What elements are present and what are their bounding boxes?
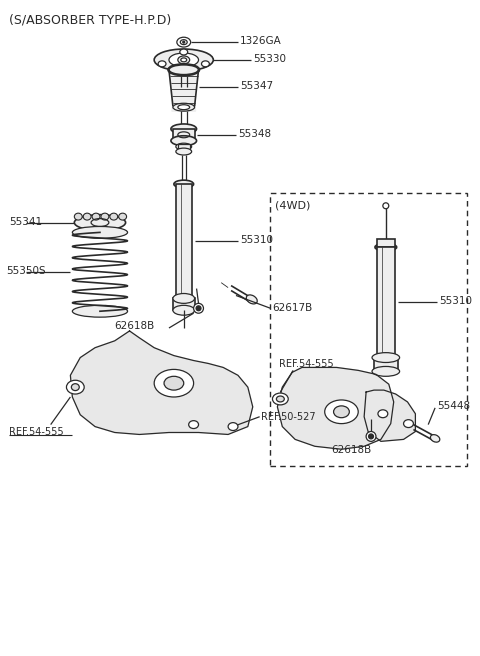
Bar [173, 298, 194, 310]
Bar [173, 129, 194, 141]
Ellipse shape [228, 422, 238, 430]
Ellipse shape [176, 143, 192, 150]
Bar [178, 144, 190, 152]
Polygon shape [169, 70, 199, 111]
Ellipse shape [273, 393, 288, 405]
Ellipse shape [176, 148, 192, 155]
Text: 55330: 55330 [253, 54, 286, 64]
Ellipse shape [334, 406, 349, 418]
Ellipse shape [83, 213, 91, 220]
Ellipse shape [164, 377, 184, 390]
Text: REF.50-527: REF.50-527 [261, 412, 315, 422]
Polygon shape [71, 331, 253, 434]
Ellipse shape [74, 215, 126, 230]
Ellipse shape [171, 124, 197, 134]
Text: 55310: 55310 [240, 236, 273, 245]
Text: 55310: 55310 [439, 297, 472, 306]
Ellipse shape [154, 49, 213, 71]
Text: 55348: 55348 [238, 129, 271, 139]
Ellipse shape [171, 136, 197, 146]
Bar [176, 184, 192, 298]
Ellipse shape [180, 49, 188, 55]
Ellipse shape [193, 303, 204, 313]
Text: REF.54-555: REF.54-555 [9, 428, 64, 438]
Ellipse shape [176, 66, 192, 73]
Ellipse shape [72, 226, 128, 238]
Text: 55341: 55341 [9, 216, 42, 226]
Ellipse shape [246, 295, 257, 304]
Ellipse shape [119, 213, 127, 220]
Ellipse shape [372, 367, 400, 377]
Ellipse shape [375, 243, 396, 251]
Ellipse shape [183, 41, 185, 43]
Ellipse shape [178, 56, 190, 64]
Ellipse shape [404, 420, 413, 428]
Ellipse shape [372, 353, 400, 363]
Bar [269, 193, 467, 466]
Ellipse shape [169, 65, 199, 75]
Ellipse shape [180, 39, 187, 45]
Text: 62618B: 62618B [115, 321, 155, 331]
Ellipse shape [110, 213, 118, 220]
Ellipse shape [383, 203, 389, 209]
Ellipse shape [169, 53, 199, 67]
Text: 55347: 55347 [240, 81, 273, 91]
Ellipse shape [177, 37, 191, 47]
Polygon shape [364, 390, 415, 441]
Ellipse shape [101, 213, 109, 220]
Text: 62618B: 62618B [331, 445, 372, 455]
Text: 1326GA: 1326GA [240, 36, 282, 46]
Text: 55350S: 55350S [6, 266, 46, 276]
Ellipse shape [369, 434, 373, 439]
Text: (4WD): (4WD) [276, 201, 311, 211]
Ellipse shape [92, 213, 100, 220]
Ellipse shape [276, 396, 284, 402]
Ellipse shape [196, 306, 201, 311]
Text: 62617B: 62617B [273, 303, 312, 314]
Bar [377, 247, 395, 358]
Ellipse shape [168, 64, 200, 75]
Ellipse shape [173, 293, 194, 303]
Text: 55448: 55448 [437, 401, 470, 411]
Bar [374, 358, 397, 371]
Ellipse shape [366, 432, 376, 441]
Ellipse shape [178, 105, 190, 110]
Ellipse shape [72, 384, 79, 390]
Ellipse shape [173, 103, 194, 111]
Ellipse shape [174, 180, 193, 188]
Bar [377, 239, 395, 247]
Ellipse shape [66, 380, 84, 394]
Text: REF.54-555: REF.54-555 [279, 359, 334, 369]
Ellipse shape [431, 435, 440, 442]
Ellipse shape [181, 58, 187, 62]
Ellipse shape [158, 61, 166, 67]
Text: (S/ABSORBER TYPE-H.P.D): (S/ABSORBER TYPE-H.P.D) [9, 14, 171, 26]
Ellipse shape [202, 61, 209, 67]
Ellipse shape [72, 305, 128, 317]
Ellipse shape [74, 213, 82, 220]
Ellipse shape [154, 369, 193, 397]
Polygon shape [277, 367, 394, 449]
Ellipse shape [378, 410, 388, 418]
Ellipse shape [173, 305, 194, 315]
Ellipse shape [324, 400, 358, 424]
Ellipse shape [189, 420, 199, 428]
